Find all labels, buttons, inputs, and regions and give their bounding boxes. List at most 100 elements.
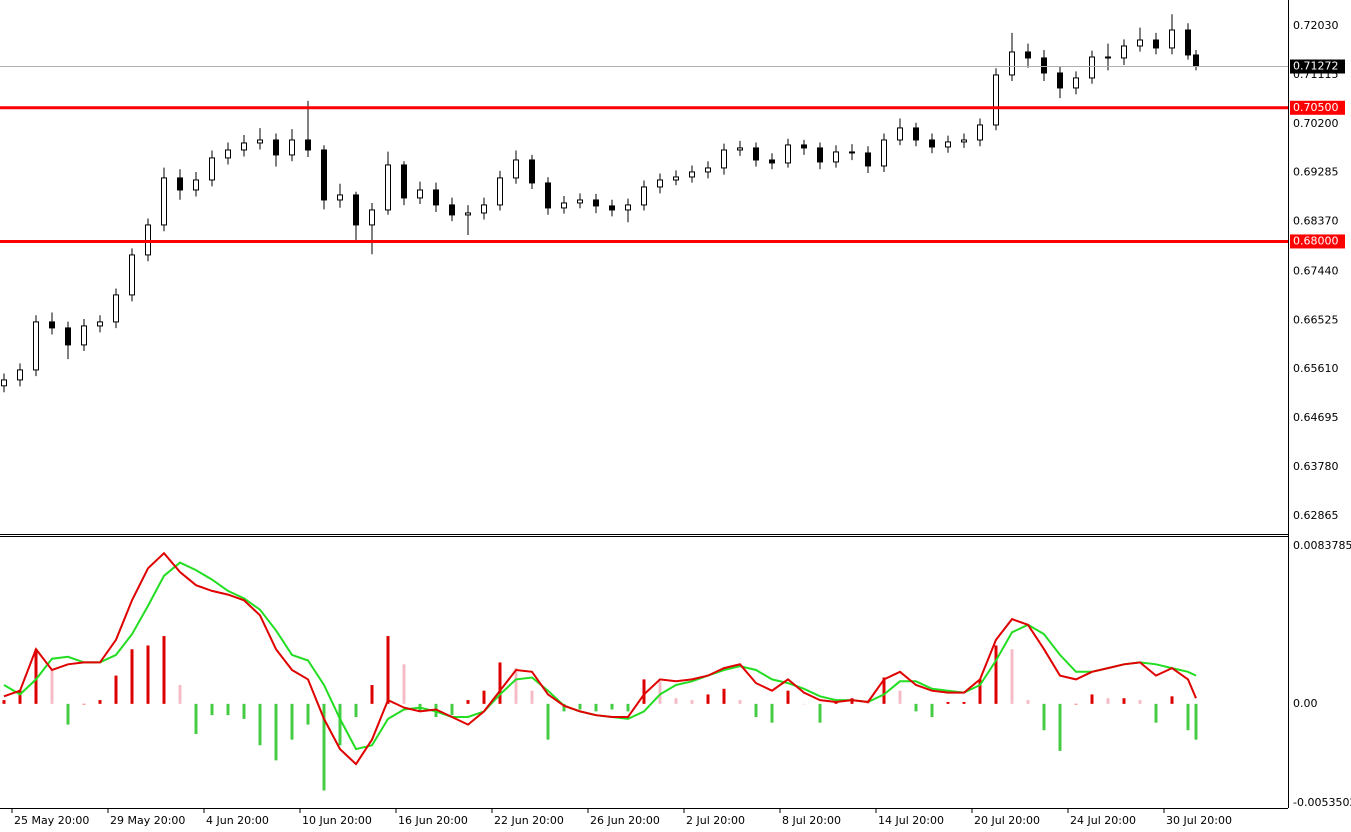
candle-body [801,144,807,149]
candle-body [1105,56,1111,59]
histogram-bar [1026,700,1030,704]
candle-body [417,189,423,199]
histogram-bar [18,690,22,704]
y-tick-label: 0.66525 [1293,313,1339,326]
candle-body [449,204,455,216]
candle-body [113,294,119,323]
histogram-bar [482,690,486,704]
candle-body [1137,39,1143,47]
x-tick-label: 25 May 20:00 [14,814,89,827]
candle-body [241,142,247,151]
candle-body [145,224,151,256]
histogram-bar [306,703,310,725]
candle-body [193,179,199,191]
x-tick-label: 10 Jun 20:00 [302,814,372,827]
histogram-bar [338,703,342,746]
candle-body [513,159,519,179]
candle-body [305,139,311,151]
y-tick-label: 0.70200 [1293,117,1339,130]
candle-body [577,199,583,204]
histogram-bar [386,636,390,704]
candle-body [545,182,551,209]
candle-body [497,177,503,206]
x-tick-label: 14 Jul 20:00 [878,814,944,827]
candle-body [897,127,903,141]
candle-body [321,149,327,201]
candle-body [833,151,839,163]
x-tick-label: 29 May 20:00 [110,814,185,827]
candle-body [1089,56,1095,79]
candle-body [1073,77,1079,89]
candle-body [465,212,471,216]
histogram-bar [898,690,902,704]
x-tick-label: 2 Jul 20:00 [686,814,745,827]
histogram-bar [626,703,630,712]
histogram-bar [82,703,86,705]
candle-body [673,176,679,181]
candle-body [225,149,231,159]
candle-body [721,149,727,169]
candle-body [385,164,391,211]
candle-body [1153,39,1159,49]
histogram-bar [226,703,230,716]
y-tick-label: -0.0053502 [1293,796,1351,809]
level-label: 0.70500 [1293,101,1339,114]
candle-body [993,74,999,126]
candle-body [17,369,23,381]
candle-body [433,189,439,206]
histogram-bar [914,703,918,712]
y-tick-label: 0.69285 [1293,166,1339,179]
candle-body [657,179,663,188]
x-tick-label: 20 Jul 20:00 [974,814,1040,827]
candle-body [705,167,711,173]
y-tick-label: 0.63780 [1293,460,1339,473]
histogram-bar [146,645,150,704]
y-tick-label: 0.00 [1293,697,1318,710]
histogram-bar [962,701,966,704]
candle-body [1041,57,1047,74]
candle-body [529,159,535,184]
histogram-bar [34,649,38,704]
level-label-box [1290,234,1345,249]
histogram-bar [450,703,454,716]
histogram-bar [274,703,278,761]
x-tick-label: 26 Jun 20:00 [590,814,660,827]
histogram-bar [530,690,534,704]
histogram-bar [194,703,198,734]
histogram-bar [690,700,694,704]
histogram-bar [1010,649,1014,704]
x-tick-label: 4 Jun 20:00 [206,814,269,827]
x-tick-label: 16 Jun 20:00 [398,814,468,827]
histogram-bar [978,679,982,704]
histogram-bar [1074,703,1078,705]
candle-body [49,321,55,329]
histogram-bar [562,703,566,712]
histogram-bar [242,703,246,719]
histogram-bar [546,703,550,740]
candle-body [0,379,7,387]
histogram-bar [946,701,950,704]
histogram-bar [882,677,886,704]
y-tick-label: 0.62865 [1293,509,1339,522]
candle-body [769,159,775,164]
histogram-bar [594,703,598,712]
candle-body [1121,45,1127,59]
y-tick-label: 0.65610 [1293,362,1339,375]
histogram-bar [466,700,470,704]
candle-body [177,177,183,191]
histogram-bar [642,679,646,704]
histogram-bar [1154,703,1158,723]
level-label-box [1290,100,1345,115]
candle-body [481,204,487,214]
histogram-bar [994,645,998,704]
histogram-bar [354,703,358,718]
histogram-bar [706,694,710,704]
candle-body [593,199,599,207]
histogram-bar [370,685,374,704]
candle-body [785,144,791,164]
histogram-bar [1058,703,1062,751]
candle-body [1009,51,1015,76]
x-tick-label: 24 Jul 20:00 [1070,814,1136,827]
last-price-box [1290,59,1345,74]
histogram-bar [2,700,6,704]
